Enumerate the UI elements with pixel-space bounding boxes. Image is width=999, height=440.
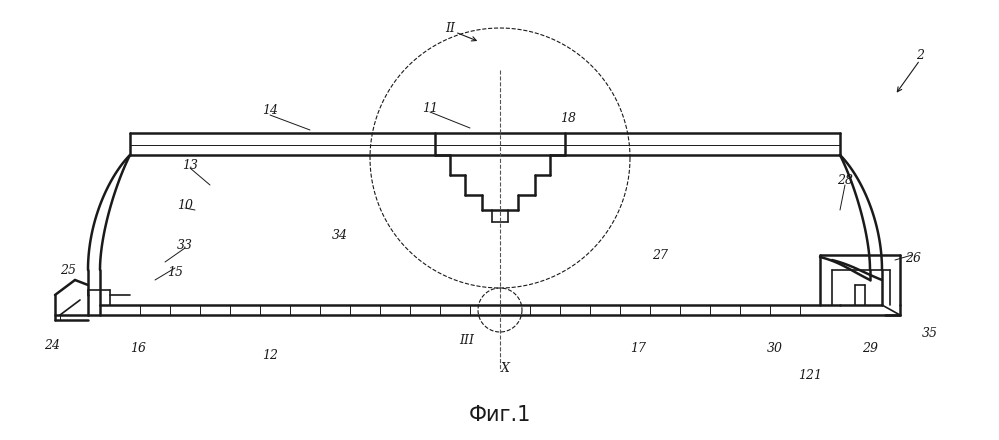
Text: 13: 13 xyxy=(182,158,198,172)
Text: 18: 18 xyxy=(560,111,576,125)
Text: 28: 28 xyxy=(837,173,853,187)
Text: 24: 24 xyxy=(44,338,60,352)
Text: Фиг.1: Фиг.1 xyxy=(469,405,531,425)
Text: 2: 2 xyxy=(916,48,924,62)
Text: 121: 121 xyxy=(798,369,822,381)
Text: 33: 33 xyxy=(177,238,193,252)
Text: 35: 35 xyxy=(922,326,938,340)
Text: 29: 29 xyxy=(862,341,878,355)
Text: II: II xyxy=(445,22,455,34)
Text: 17: 17 xyxy=(630,341,646,355)
Text: 11: 11 xyxy=(422,102,438,114)
Text: X: X xyxy=(500,362,509,374)
Text: 30: 30 xyxy=(767,341,783,355)
Text: 15: 15 xyxy=(167,265,183,279)
Text: 27: 27 xyxy=(652,249,668,261)
Text: III: III xyxy=(460,334,475,347)
Text: 34: 34 xyxy=(332,228,348,242)
Text: 26: 26 xyxy=(905,252,921,264)
Text: 10: 10 xyxy=(177,198,193,212)
Text: 16: 16 xyxy=(130,341,146,355)
Text: 12: 12 xyxy=(262,348,278,362)
Text: 25: 25 xyxy=(60,264,76,276)
Text: 14: 14 xyxy=(262,103,278,117)
